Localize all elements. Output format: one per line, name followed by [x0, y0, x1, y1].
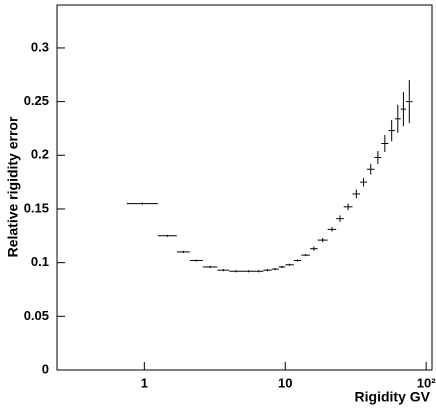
x-axis-label: Rigidity GV [355, 389, 431, 405]
y-tick-label: 0.25 [24, 93, 49, 108]
y-tick-label: 0.2 [31, 147, 49, 162]
y-tick-label: 0.1 [31, 254, 49, 269]
plot-frame [56, 4, 433, 371]
y-tick-label: 0 [42, 361, 49, 376]
y-tick-label: 0.05 [24, 308, 49, 323]
x-tick-label: 10 [278, 375, 292, 390]
y-tick-label: 0.3 [31, 39, 49, 54]
x-tick-label: 10² [417, 375, 436, 390]
x-tick-label: 1 [141, 375, 148, 390]
y-axis-label: Relative rigidity error [5, 116, 21, 257]
y-tick-label: 0.15 [24, 200, 49, 215]
